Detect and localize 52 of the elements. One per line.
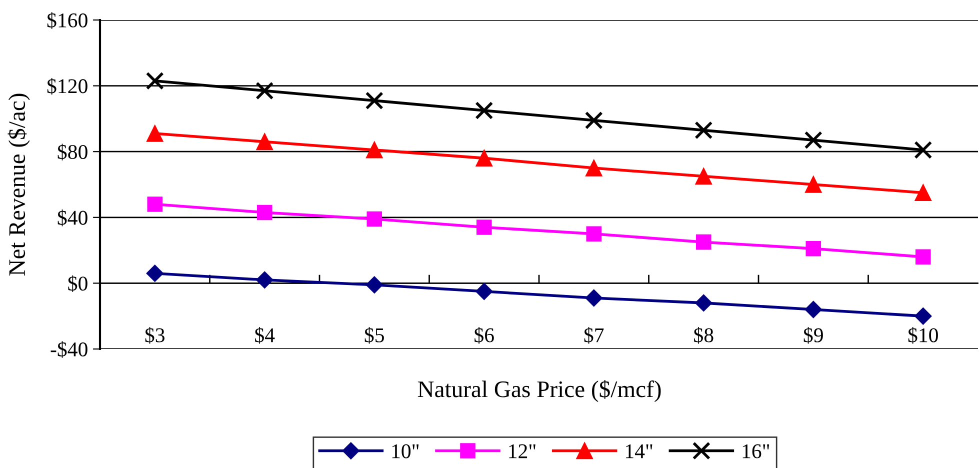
legend-label: 16" — [742, 444, 770, 458]
x-tick-label: $4 — [255, 327, 275, 344]
y-tick-label: $120 — [47, 78, 88, 95]
x-tick-label: $5 — [364, 327, 384, 344]
point — [914, 140, 932, 159]
point — [804, 131, 822, 150]
y-tick-label: $0 — [68, 275, 88, 292]
point — [366, 211, 382, 227]
point — [366, 142, 383, 158]
point — [147, 196, 163, 212]
point — [256, 204, 272, 220]
legend-label: 14" — [626, 444, 652, 458]
point — [146, 72, 164, 90]
x-tick-label: $7 — [584, 327, 604, 344]
point — [475, 101, 494, 120]
point — [914, 184, 932, 202]
point — [914, 308, 932, 325]
point — [256, 82, 274, 100]
point — [806, 241, 822, 256]
point — [584, 111, 603, 130]
point — [476, 282, 493, 300]
point — [695, 294, 712, 312]
point — [366, 276, 383, 294]
point — [586, 226, 602, 242]
point — [586, 160, 602, 176]
point — [694, 121, 713, 140]
x-tick-label: $8 — [694, 327, 714, 344]
x-tick-label: $9 — [804, 327, 823, 344]
point — [365, 92, 384, 110]
legend-label: 10" — [392, 444, 419, 458]
point — [804, 300, 822, 318]
y-tick-label: $80 — [58, 144, 88, 160]
y-tick-label: $40 — [58, 210, 88, 226]
x-axis-title: Natural Gas Price ($/mcf) — [418, 380, 661, 402]
point — [805, 176, 822, 193]
y-axis-title: Net Revenue ($/ac) — [8, 94, 30, 276]
point — [256, 271, 274, 288]
point — [585, 289, 602, 307]
y-tick-label: $160 — [47, 12, 88, 29]
point — [696, 234, 712, 250]
point — [915, 249, 931, 265]
point — [476, 150, 492, 167]
x-tick-label: $10 — [908, 327, 938, 344]
y-tick-label: -$40 — [50, 341, 88, 358]
point — [146, 264, 164, 282]
legend-label: 12" — [509, 444, 536, 458]
point — [695, 168, 712, 185]
point — [476, 220, 492, 235]
point — [256, 133, 273, 150]
x-tick-label: $3 — [145, 327, 164, 344]
x-tick-label: $6 — [474, 327, 494, 344]
point — [146, 125, 164, 142]
